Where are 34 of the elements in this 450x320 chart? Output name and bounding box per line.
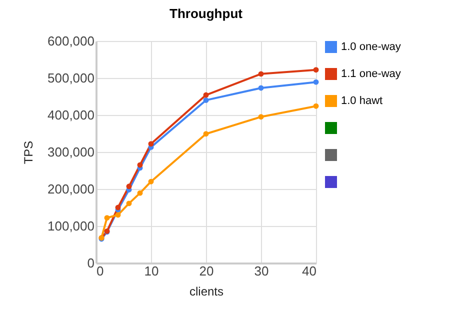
point <box>313 103 319 109</box>
x-tick-label: 30 <box>254 264 269 278</box>
y-tick-label: 300,000 <box>48 144 94 160</box>
chart-title: Throughput <box>170 6 244 21</box>
point <box>203 97 209 103</box>
point <box>203 92 209 98</box>
point <box>104 215 110 221</box>
point <box>115 212 121 218</box>
point <box>258 114 264 120</box>
point <box>126 184 132 190</box>
point <box>313 79 319 85</box>
legend-label: 1.0 one-way <box>341 41 402 53</box>
point <box>313 67 319 73</box>
x-axis-title: clients <box>189 284 224 298</box>
x-tick-label: 40 <box>302 264 316 278</box>
point <box>137 162 143 168</box>
x-tick-label: 20 <box>199 264 214 278</box>
x-tick-label: 10 <box>144 264 159 278</box>
y-tick-label: 500,000 <box>48 70 94 86</box>
y-tick-label: 400,000 <box>48 108 94 122</box>
y-tick-label: 100,000 <box>48 218 94 234</box>
legend-label: 1.0 hawt <box>341 95 383 107</box>
y-axis-title: TPS <box>22 140 36 164</box>
x-tick-label: 0 <box>96 264 104 278</box>
point <box>258 71 264 77</box>
point <box>137 190 143 196</box>
point <box>258 85 264 91</box>
point <box>126 200 132 206</box>
legend-label: 1.1 one-way <box>341 68 402 80</box>
point <box>203 131 209 137</box>
point <box>148 178 154 184</box>
point <box>148 141 154 147</box>
y-tick-label: 200,000 <box>48 182 94 196</box>
y-tick-label: 600,000 <box>48 34 94 48</box>
